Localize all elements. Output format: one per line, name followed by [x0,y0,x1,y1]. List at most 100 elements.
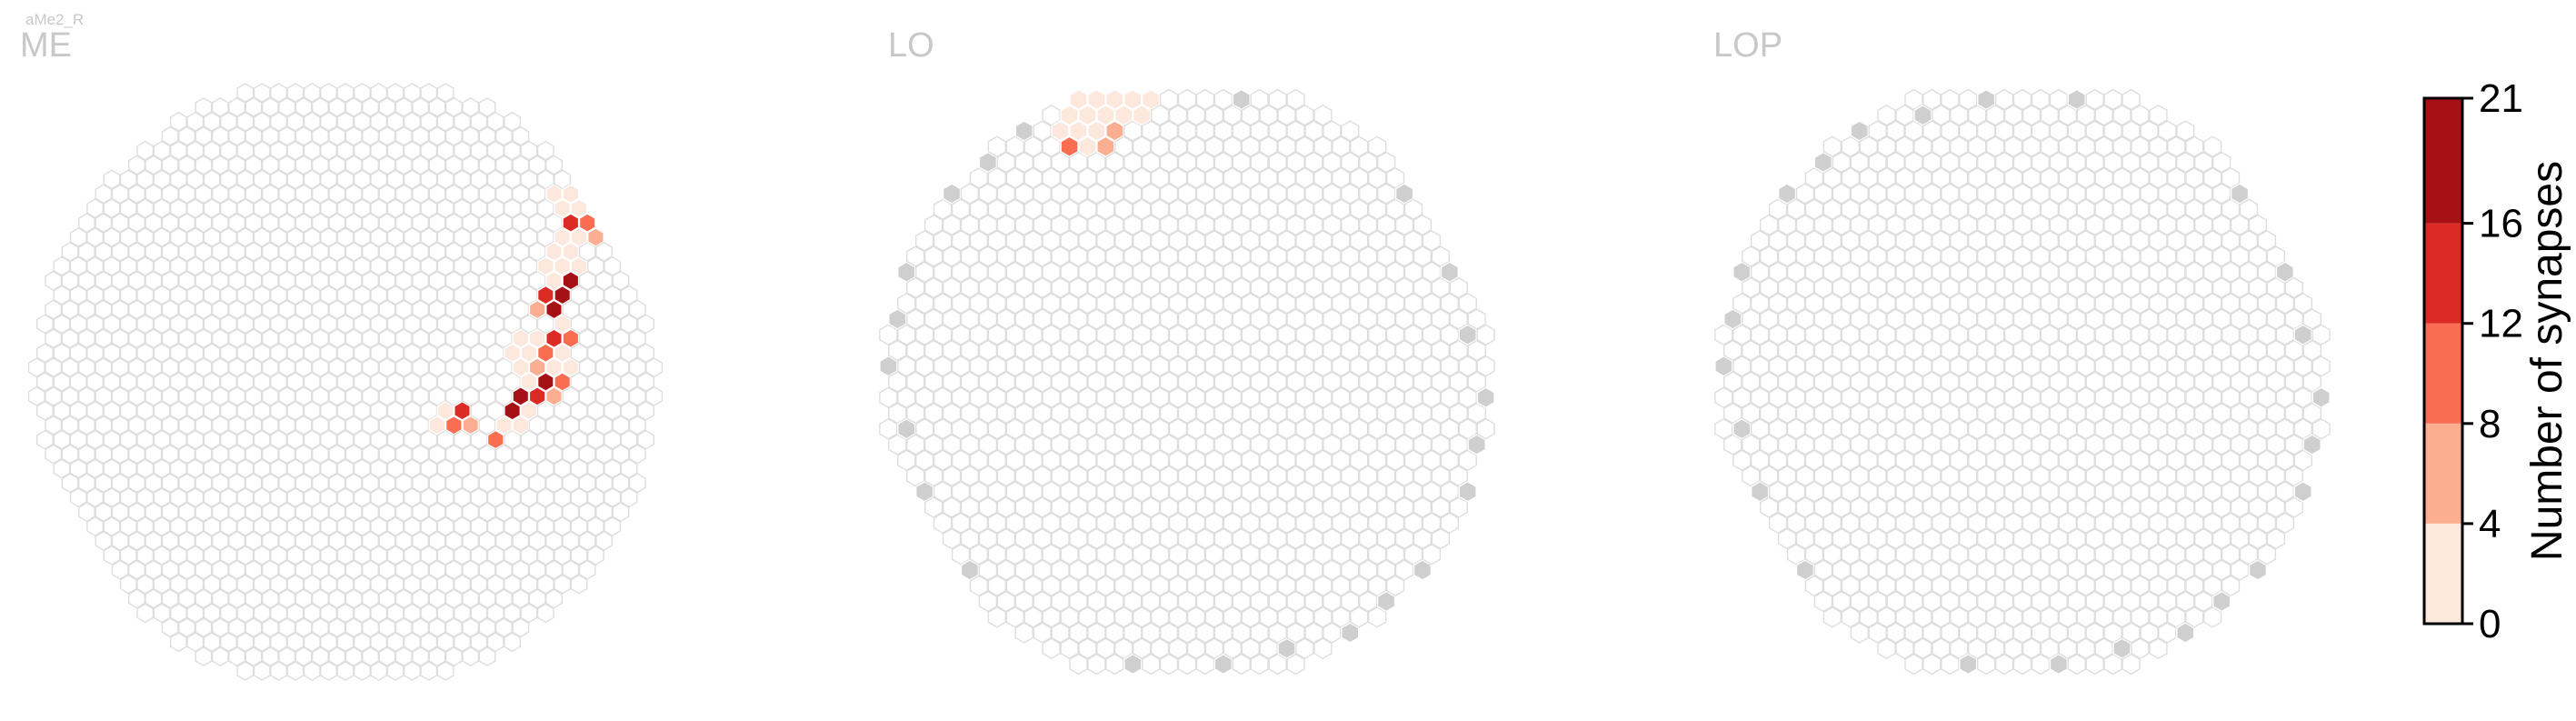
hex-cell [27,357,45,378]
hex-cell [1259,198,1278,221]
hex-cell [262,646,279,667]
hex-cell [312,588,329,609]
hex-cell [1350,417,1369,440]
hex-cell [2158,527,2177,550]
hex-cell [2131,512,2150,535]
hex-cell [1804,166,1824,189]
hex-cell [1841,135,1860,158]
hex-cell [444,588,463,609]
hex-cell [620,343,638,364]
hex-cell [1051,308,1070,330]
hex-cell [1358,402,1378,425]
hex-cell [1132,575,1152,597]
hex-cell [378,125,396,146]
hex-cell [2112,512,2132,535]
hex-cell [161,559,179,580]
hex-cell [2022,637,2042,660]
hex-cell [1042,355,1061,377]
hex-cell [2140,590,2159,613]
hex-cell [1195,402,1215,425]
hex-cell [1277,543,1296,566]
hex-cell [562,559,580,580]
hex-cell [1177,308,1197,330]
hex-cell [2140,559,2159,581]
hex-cell [436,545,454,566]
hex-cell [2212,559,2232,581]
hex-cell [1204,324,1224,346]
hex-cell [253,372,271,392]
hex-cell [1403,480,1423,503]
hex-cell [245,357,263,378]
hex-cell [462,299,480,320]
hex-cell [2094,229,2113,252]
hex-cell-colored [562,241,580,262]
hex-cell [486,343,504,364]
hex-cell [1967,135,1987,158]
hex-cell [394,96,413,117]
hex-cell [245,415,263,436]
hex-cell [1768,512,1788,535]
hex-cell [1087,276,1106,299]
hex-cell [1868,371,1887,393]
hex-cell [1877,512,1896,535]
hex-cell [312,444,329,465]
hex-cell-boundary [1376,590,1396,613]
hex-cell [1932,543,1951,566]
hex-cell [1440,449,1460,472]
hex-cell [1358,183,1378,205]
hex-cell [1376,245,1396,267]
hex-cell [2248,308,2268,330]
hex-cell [320,603,338,624]
hex-cell [1051,496,1070,518]
hex-cell [386,198,404,219]
hex-cell [1985,198,2005,221]
hex-cell [2158,622,2177,644]
hex-cell [1723,371,1742,393]
hex-cell [1950,417,1969,440]
hex-cell [1976,245,1996,267]
hex-cell [1304,276,1323,299]
hex-cell [2193,245,2213,267]
hex-cell [1832,496,1852,518]
hex-cell [536,169,554,190]
hex-cell-boundary [1277,637,1296,660]
hex-cell [528,530,546,551]
hex-cell [1005,198,1024,221]
hex-cell [1186,606,1206,628]
hex-cell [2040,637,2060,660]
hex-cell-colored [1096,135,1115,158]
hex-cell [528,270,546,291]
hex-cell [969,386,989,409]
hex-cell [1159,214,1179,236]
hex-cell [1159,590,1179,613]
hex-cell [1150,449,1170,472]
hex-cell [942,496,962,518]
hex-cell [353,140,371,161]
hex-cell [2230,496,2250,518]
hex-cell [2248,434,2268,456]
hex-cell [1941,339,1960,362]
hex-cell [1922,151,1942,174]
hex-cell [153,545,171,566]
hex-cell [1841,198,1860,221]
hex-cell [1268,402,1287,425]
hex-cell [270,429,287,450]
hex-cell [1087,402,1106,425]
hex-cell [236,429,255,450]
hex-cell [520,545,538,566]
hex-cell [478,646,496,667]
hex-cell [2257,386,2277,409]
hex-cell [1114,417,1133,440]
hex-cell [1150,166,1170,189]
hex-cell [454,632,471,653]
hex-cell [1458,355,1477,377]
hex-cell [69,255,87,276]
hex-cell [1060,229,1079,252]
hex-cell [1078,543,1097,566]
hex-cell [178,386,196,406]
hex-cell [1795,245,1815,267]
hex-cell [1868,496,1887,518]
hex-cell [1341,308,1360,330]
hex-cell [1060,449,1079,472]
hex-cell [486,487,504,508]
